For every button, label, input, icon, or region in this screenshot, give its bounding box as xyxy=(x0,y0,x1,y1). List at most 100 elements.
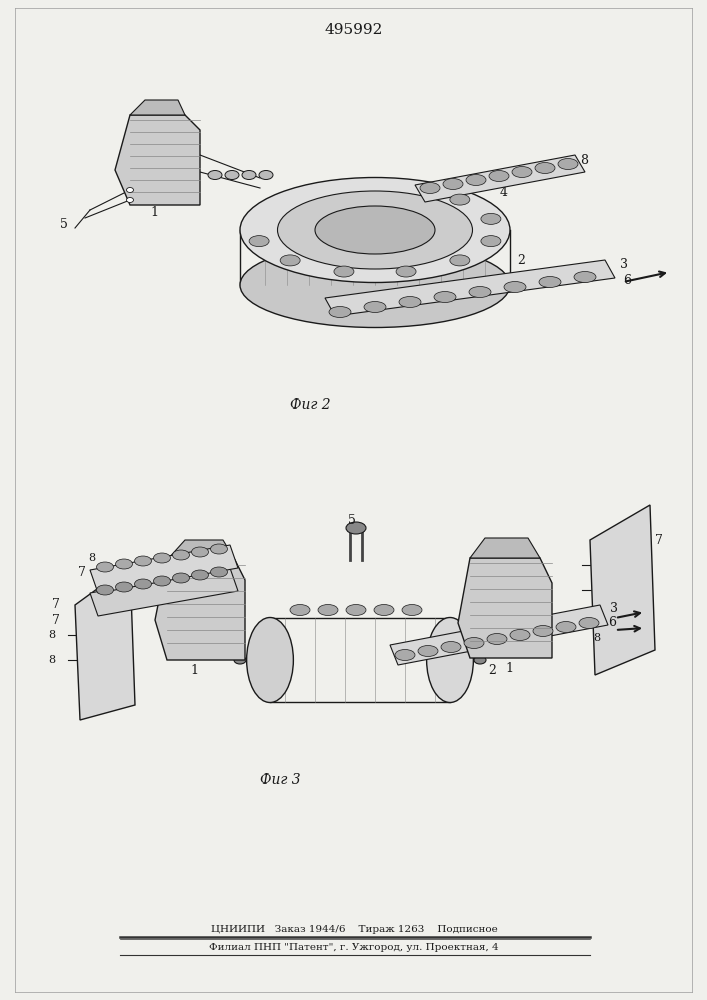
Text: 3: 3 xyxy=(620,258,628,271)
Ellipse shape xyxy=(512,166,532,178)
Text: 7: 7 xyxy=(52,598,60,611)
Text: 7: 7 xyxy=(52,613,60,626)
Ellipse shape xyxy=(115,559,132,569)
Ellipse shape xyxy=(535,162,555,174)
Text: 6: 6 xyxy=(623,273,631,286)
Ellipse shape xyxy=(211,567,228,577)
Text: ЦНИИПИ   Заказ 1944/6    Тираж 1263    Подписное: ЦНИИПИ Заказ 1944/6 Тираж 1263 Подписное xyxy=(211,926,498,934)
Ellipse shape xyxy=(329,306,351,318)
Ellipse shape xyxy=(504,282,526,292)
Ellipse shape xyxy=(539,276,561,288)
Ellipse shape xyxy=(510,630,530,641)
Ellipse shape xyxy=(346,604,366,615)
Polygon shape xyxy=(325,260,615,316)
Ellipse shape xyxy=(127,198,134,202)
Text: 1: 1 xyxy=(505,662,513,674)
Polygon shape xyxy=(458,558,552,658)
Polygon shape xyxy=(115,115,200,205)
Ellipse shape xyxy=(134,579,151,589)
Ellipse shape xyxy=(247,617,293,702)
Polygon shape xyxy=(470,538,540,558)
Text: 1: 1 xyxy=(190,664,198,676)
Polygon shape xyxy=(167,540,235,560)
Text: 6: 6 xyxy=(608,616,616,630)
Text: 5: 5 xyxy=(60,219,68,232)
Polygon shape xyxy=(155,560,245,660)
Ellipse shape xyxy=(192,570,209,580)
Text: 4: 4 xyxy=(500,186,508,198)
Ellipse shape xyxy=(399,296,421,308)
Ellipse shape xyxy=(466,174,486,186)
Ellipse shape xyxy=(418,646,438,656)
Ellipse shape xyxy=(240,242,510,328)
Ellipse shape xyxy=(579,617,599,629)
Ellipse shape xyxy=(259,170,273,180)
Ellipse shape xyxy=(443,178,463,190)
Ellipse shape xyxy=(489,170,509,182)
Ellipse shape xyxy=(481,213,501,224)
Ellipse shape xyxy=(395,650,415,660)
Text: 7: 7 xyxy=(78,566,86,578)
Ellipse shape xyxy=(280,255,300,266)
Polygon shape xyxy=(75,565,135,720)
Ellipse shape xyxy=(127,188,134,192)
Ellipse shape xyxy=(192,547,209,557)
Ellipse shape xyxy=(396,266,416,277)
Text: 8: 8 xyxy=(580,153,588,166)
Text: 8: 8 xyxy=(48,630,55,640)
Ellipse shape xyxy=(278,191,472,269)
Polygon shape xyxy=(130,100,185,115)
Ellipse shape xyxy=(464,638,484,648)
Ellipse shape xyxy=(441,642,461,652)
Ellipse shape xyxy=(434,292,456,302)
Text: 8: 8 xyxy=(593,633,600,643)
Ellipse shape xyxy=(153,576,170,586)
Ellipse shape xyxy=(558,158,578,169)
Ellipse shape xyxy=(346,522,366,534)
Ellipse shape xyxy=(420,182,440,194)
Ellipse shape xyxy=(153,553,170,563)
Ellipse shape xyxy=(290,604,310,615)
Ellipse shape xyxy=(318,604,338,615)
Ellipse shape xyxy=(315,206,435,254)
Ellipse shape xyxy=(426,617,474,702)
Ellipse shape xyxy=(242,170,256,180)
Ellipse shape xyxy=(96,562,114,572)
Text: 2: 2 xyxy=(517,253,525,266)
Ellipse shape xyxy=(134,556,151,566)
Text: 8: 8 xyxy=(88,553,95,563)
Ellipse shape xyxy=(234,656,246,664)
Text: Филиал ПНП "Патент", г. Ужгород, ул. Проектная, 4: Филиал ПНП "Патент", г. Ужгород, ул. Про… xyxy=(209,944,499,952)
Ellipse shape xyxy=(225,170,239,180)
Ellipse shape xyxy=(481,236,501,247)
Text: 1: 1 xyxy=(150,206,158,219)
Ellipse shape xyxy=(211,544,228,554)
Ellipse shape xyxy=(474,656,486,664)
Ellipse shape xyxy=(364,302,386,312)
Text: Фиг 2: Фиг 2 xyxy=(290,398,330,412)
Ellipse shape xyxy=(533,626,553,637)
Ellipse shape xyxy=(450,255,470,266)
Ellipse shape xyxy=(173,550,189,560)
Text: 5: 5 xyxy=(348,514,356,526)
Ellipse shape xyxy=(173,573,189,583)
Ellipse shape xyxy=(249,236,269,247)
Ellipse shape xyxy=(574,271,596,282)
Ellipse shape xyxy=(556,621,576,633)
Polygon shape xyxy=(390,605,608,665)
Polygon shape xyxy=(590,505,655,675)
Text: 8: 8 xyxy=(48,655,55,665)
Polygon shape xyxy=(90,568,238,616)
Polygon shape xyxy=(90,545,238,593)
Ellipse shape xyxy=(374,604,394,615)
Polygon shape xyxy=(415,155,585,202)
Ellipse shape xyxy=(115,582,132,592)
Ellipse shape xyxy=(96,585,114,595)
Ellipse shape xyxy=(334,266,354,277)
Ellipse shape xyxy=(402,604,422,615)
Ellipse shape xyxy=(487,634,507,645)
Text: Фиг 3: Фиг 3 xyxy=(259,773,300,787)
Ellipse shape xyxy=(208,170,222,180)
Text: 7: 7 xyxy=(655,534,663,546)
Ellipse shape xyxy=(469,286,491,298)
